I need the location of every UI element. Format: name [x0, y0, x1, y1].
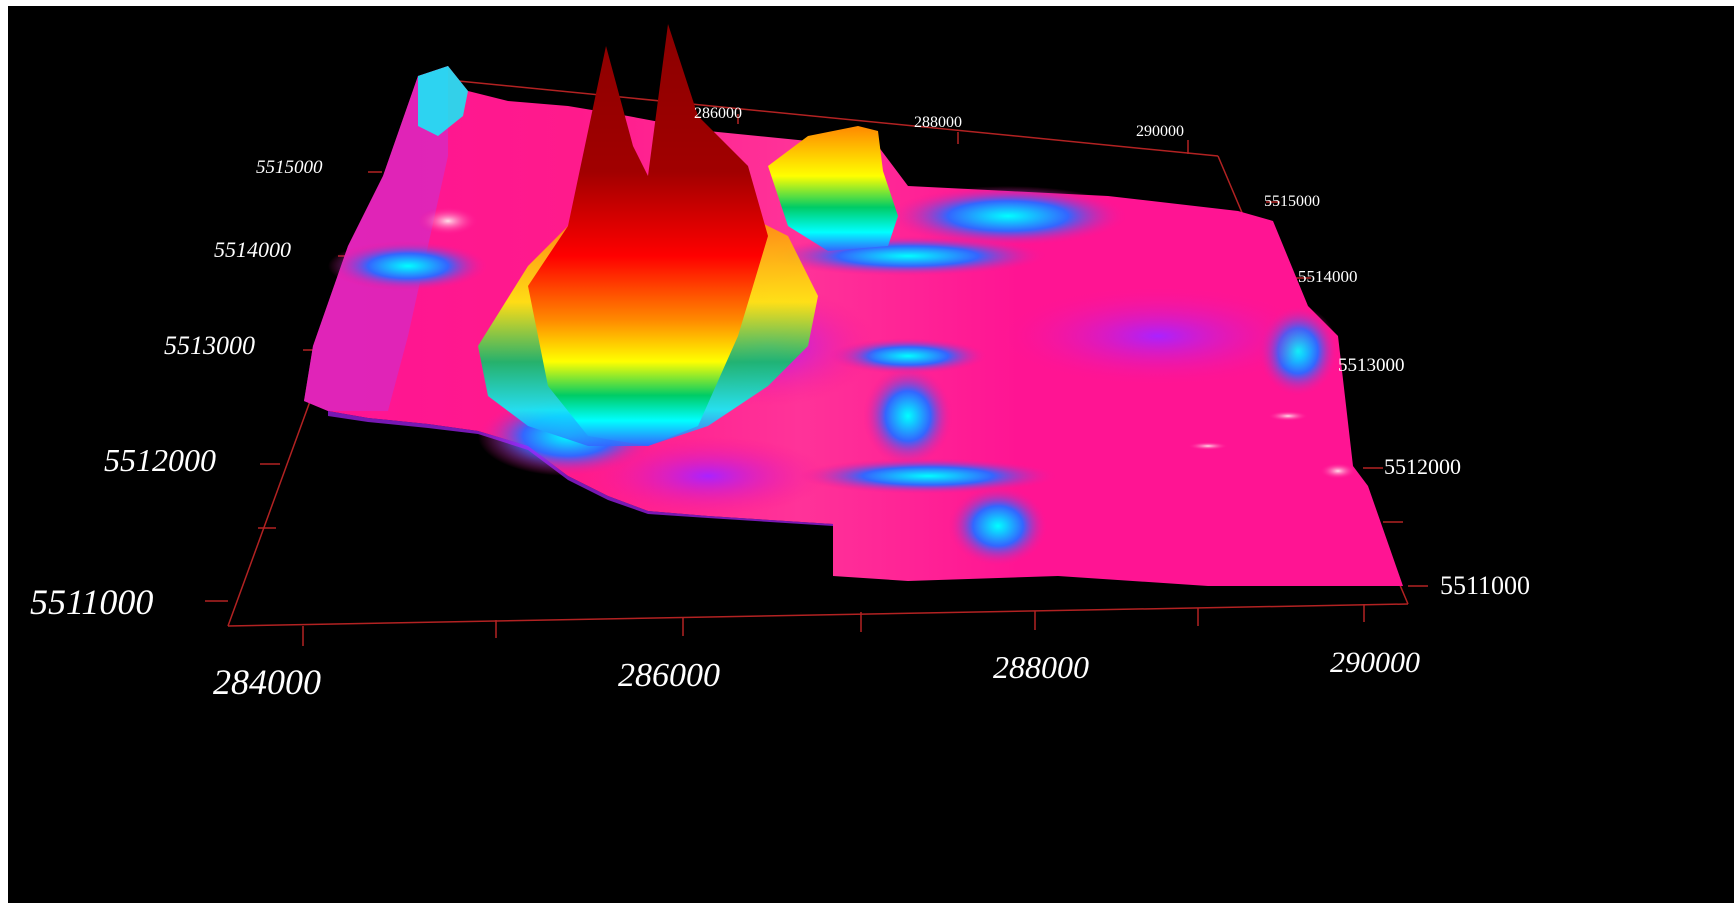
surface-blue-band	[798, 458, 1058, 494]
y-tick-label: 5511000	[30, 582, 153, 622]
tick-labels: 284000 286000 288000 290000 5511000 5512…	[30, 105, 1530, 702]
surface-purple-blob	[588, 436, 828, 516]
y-tick-label: 5513000	[164, 331, 255, 360]
surface-purple-blob	[998, 286, 1318, 386]
surface-blue-band	[328, 241, 488, 291]
x-tick-label: 284000	[213, 662, 321, 702]
surface-highlight	[1268, 411, 1308, 421]
surface-chart: 284000 286000 288000 290000 5511000 5512…	[30, 24, 1530, 702]
surface-main-peak	[528, 24, 768, 446]
right-y-tick-label: 5512000	[1384, 454, 1461, 479]
surface-blue-band	[948, 486, 1048, 566]
surface-front-edge	[328, 411, 833, 526]
surface-mesh	[304, 24, 1403, 586]
far-x-tick-label: 286000	[694, 105, 742, 122]
y-tick-label: 5512000	[104, 442, 216, 478]
far-x-tick-label: 290000	[1136, 123, 1184, 140]
x-tick-label: 286000	[618, 657, 720, 694]
x-tick-label: 288000	[993, 649, 1089, 685]
axis-front-edge	[227, 603, 1409, 627]
right-y-tick-label: 5514000	[1298, 267, 1358, 286]
surface-highlight	[418, 207, 478, 235]
x-tick-label: 290000	[1330, 646, 1420, 679]
right-y-tick-label: 5515000	[1264, 193, 1320, 210]
y-tick-label: 5515000	[256, 157, 323, 178]
surface-top-ridge	[418, 66, 468, 136]
surface-highlight	[1320, 463, 1356, 479]
surface-secondary-peak	[768, 126, 898, 251]
surface-highlight	[1188, 442, 1228, 450]
surface-blue-band	[888, 186, 1128, 246]
surface-blue-band	[768, 236, 1048, 276]
axis-back-edge	[427, 77, 1219, 157]
far-x-tick-label: 288000	[914, 114, 962, 131]
y-tick-label: 5514000	[214, 237, 291, 262]
plot-area: 284000 286000 288000 290000 5511000 5512…	[8, 6, 1734, 903]
right-y-tick-label: 5511000	[1440, 571, 1530, 600]
right-y-tick-label: 5513000	[1338, 355, 1405, 376]
surface-left-slope	[304, 66, 448, 411]
surface-blue-band	[863, 366, 953, 466]
